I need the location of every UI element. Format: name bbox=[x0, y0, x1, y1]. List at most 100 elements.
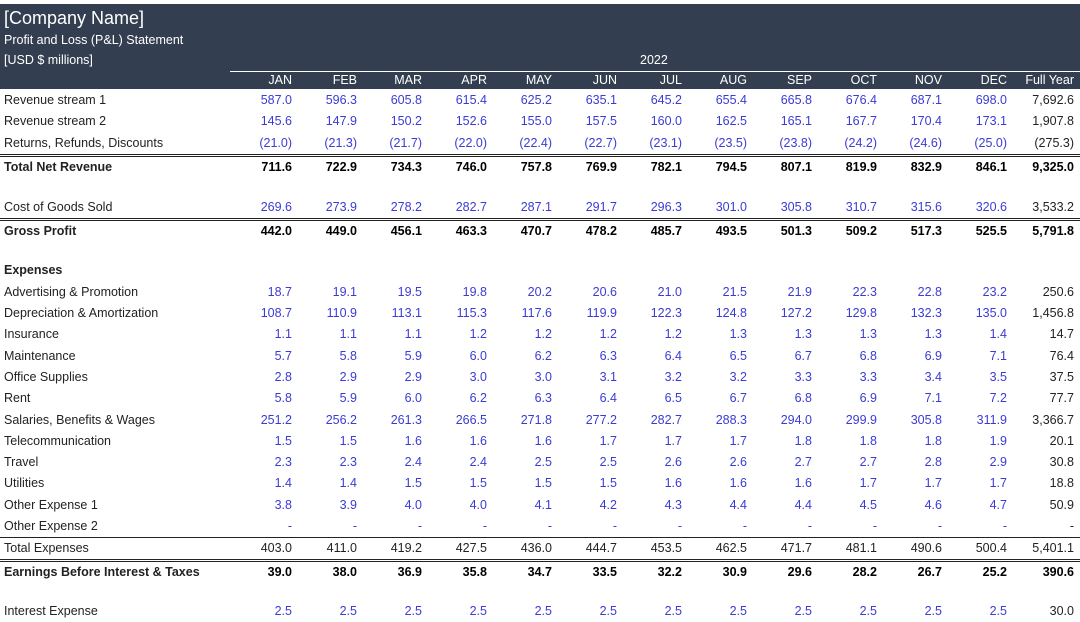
full-year-cell: (275.3) bbox=[1034, 135, 1074, 150]
month-cell: 122.3 bbox=[650, 306, 682, 320]
month-cell: 2.5 bbox=[599, 604, 617, 619]
month-cell: 3.4 bbox=[924, 369, 942, 384]
month-cell: 6.9 bbox=[924, 348, 942, 363]
month-cell: 4.2 bbox=[599, 497, 617, 512]
month-cell: 1.7 bbox=[599, 433, 617, 448]
report-year: 2022 bbox=[640, 53, 668, 67]
row-label: Interest Expense bbox=[4, 604, 98, 619]
month-cell: 165.1 bbox=[780, 114, 812, 129]
month-cell: 7.1 bbox=[924, 391, 942, 406]
table-row: Other Expense 1 3.8 3.9 4.0 4.0 4.1 4.2 4.3 4.4 4… bbox=[0, 495, 1080, 516]
month-cell: 1.1 bbox=[274, 327, 292, 342]
full-year-cell: 20.1 bbox=[1049, 433, 1074, 448]
month-cell: (22.7) bbox=[584, 135, 617, 150]
row-label: Revenue stream 1 bbox=[4, 93, 107, 107]
table-row: Depreciation & Amortization 108.7 110.9 113… bbox=[0, 303, 1080, 324]
month-cell: - bbox=[807, 519, 812, 533]
full-year-cell: 30.8 bbox=[1049, 455, 1074, 470]
month-cell: 135.0 bbox=[975, 306, 1007, 320]
month-cell: (23.8) bbox=[779, 135, 812, 150]
month-cell: 1.3 bbox=[729, 327, 747, 342]
row-label: Other Expense 2 bbox=[4, 519, 98, 533]
month-cell: 1.6 bbox=[469, 433, 487, 448]
month-cell: 34.7 bbox=[527, 564, 552, 579]
month-cell: 4.7 bbox=[989, 497, 1007, 512]
month-cell: (23.5) bbox=[714, 135, 747, 150]
month-cell: (21.0) bbox=[259, 135, 292, 150]
month-cell: 6.2 bbox=[469, 391, 487, 406]
month-cell: 769.9 bbox=[585, 159, 617, 174]
month-cell: 299.9 bbox=[845, 412, 877, 427]
month-cell: 6.4 bbox=[599, 391, 617, 406]
month-cell: 6.5 bbox=[729, 348, 747, 363]
month-cell: 615.4 bbox=[455, 93, 487, 107]
month-cell: 21.9 bbox=[787, 284, 812, 299]
month-cell: 261.3 bbox=[390, 412, 422, 427]
row-label: Rent bbox=[4, 391, 31, 406]
table-row: Other Expense 2 - - - - - - - - - - - - - bbox=[0, 516, 1080, 537]
year-underline bbox=[230, 71, 1080, 72]
month-cell: 485.7 bbox=[650, 223, 682, 238]
month-cell: 6.0 bbox=[469, 348, 487, 363]
month-cell: 746.0 bbox=[455, 159, 487, 174]
month-cell: 4.0 bbox=[469, 497, 487, 512]
full-year-cell: 5,401.1 bbox=[1032, 541, 1074, 556]
month-cell: 2.5 bbox=[924, 604, 942, 619]
month-cell: 20.6 bbox=[592, 284, 617, 299]
row-label: Maintenance bbox=[4, 348, 76, 363]
month-cell: 676.4 bbox=[845, 93, 877, 107]
month-cell: 427.5 bbox=[455, 541, 487, 556]
month-cell: 509.2 bbox=[845, 223, 877, 238]
month-cell: 698.0 bbox=[975, 93, 1007, 107]
full-year-cell: 250.6 bbox=[1042, 284, 1074, 299]
row-label: Cost of Goods Sold bbox=[4, 199, 113, 214]
month-cell: 449.0 bbox=[325, 223, 357, 238]
month-cell: 155.0 bbox=[520, 114, 552, 129]
month-cell: (21.3) bbox=[324, 135, 357, 150]
month-cell: 4.0 bbox=[404, 497, 422, 512]
month-cell: 18.7 bbox=[267, 284, 292, 299]
month-cell: (22.0) bbox=[454, 135, 487, 150]
month-cell: - bbox=[872, 519, 877, 533]
month-cell: 170.4 bbox=[910, 114, 942, 129]
column-header: JUL bbox=[659, 73, 682, 87]
month-cell: 2.9 bbox=[339, 369, 357, 384]
month-cell: 6.8 bbox=[859, 348, 877, 363]
month-cell: 436.0 bbox=[520, 541, 552, 556]
month-cell: 296.3 bbox=[650, 199, 682, 214]
month-cell: 2.3 bbox=[339, 455, 357, 470]
row-label: Expenses bbox=[4, 263, 63, 278]
month-cell: 2.9 bbox=[989, 455, 1007, 470]
month-cell: 6.3 bbox=[534, 391, 552, 406]
month-cell: 305.8 bbox=[910, 412, 942, 427]
month-cell: - bbox=[417, 519, 422, 533]
full-year-cell: 1,907.8 bbox=[1032, 114, 1074, 129]
month-cell: 119.9 bbox=[586, 306, 617, 320]
month-cell: 110.9 bbox=[326, 306, 357, 320]
row-label: Other Expense 1 bbox=[4, 497, 98, 512]
month-cell: 1.5 bbox=[339, 433, 357, 448]
month-cell: 19.8 bbox=[462, 284, 487, 299]
month-cell: 2.5 bbox=[664, 604, 682, 619]
month-cell: 687.1 bbox=[910, 93, 942, 107]
month-cell: 6.0 bbox=[404, 391, 422, 406]
month-cell: 167.7 bbox=[845, 114, 877, 129]
month-cell: 7.1 bbox=[989, 348, 1007, 363]
month-cell: 162.5 bbox=[715, 114, 747, 129]
month-cell: 2.5 bbox=[469, 604, 487, 619]
month-cell: 2.3 bbox=[274, 455, 292, 470]
month-cell: 1.7 bbox=[859, 476, 877, 491]
month-cell: 481.1 bbox=[845, 541, 877, 556]
month-cell: 757.8 bbox=[520, 159, 552, 174]
row-label: Travel bbox=[4, 455, 39, 470]
month-cell: 3.5 bbox=[989, 369, 1007, 384]
month-cell: 655.4 bbox=[715, 93, 747, 107]
month-cell: 124.8 bbox=[715, 306, 747, 320]
month-cell: 305.8 bbox=[780, 199, 812, 214]
month-cell: - bbox=[287, 519, 292, 533]
month-cell: 278.2 bbox=[390, 199, 422, 214]
month-cell: 6.7 bbox=[729, 391, 747, 406]
month-cell: 2.4 bbox=[404, 455, 422, 470]
month-cell: 30.9 bbox=[722, 564, 747, 579]
table-row: Gross Profit 442.0 449.0 456.1 463.3 470.7 478… bbox=[0, 217, 1080, 242]
